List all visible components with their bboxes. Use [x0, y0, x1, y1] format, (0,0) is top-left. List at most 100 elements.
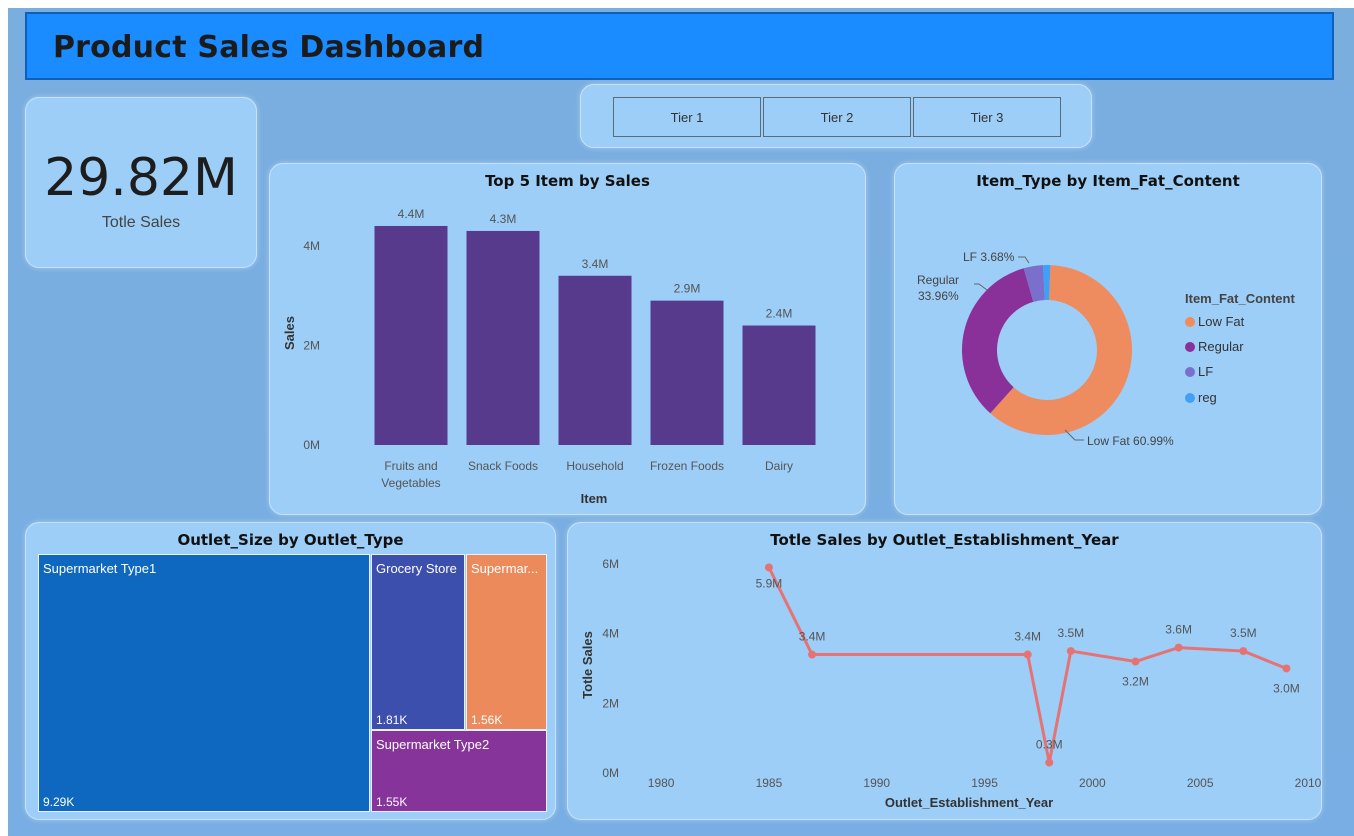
donut-chart	[962, 256, 1132, 441]
treemap-cell-label: Grocery Store	[376, 561, 457, 576]
legend-item-lf[interactable]: LF	[1185, 364, 1213, 379]
kpi-label: Totle Sales	[101, 214, 181, 231]
bar-data-label: 2.4M	[766, 307, 793, 321]
x-tick-label: 2000	[1079, 776, 1106, 790]
data-point	[1023, 650, 1032, 659]
data-point	[764, 563, 773, 572]
treemap-cell-label: Supermarket Type1	[43, 561, 157, 576]
y-axis-title: Totle Sales	[580, 631, 595, 699]
legend-item-regular[interactable]: Regular	[1185, 339, 1244, 354]
treemap-cell-value: 1.81K	[376, 713, 408, 727]
treemap-panel[interactable]: Outlet_Size by Outlet_Type Supermarket T…	[25, 522, 556, 820]
page-title: Product Sales Dashboard	[53, 30, 485, 65]
y-tick-label: 0M	[602, 766, 619, 780]
leader-line	[1064, 429, 1084, 441]
leader-line	[1018, 256, 1030, 264]
treemap-title: Outlet_Size by Outlet_Type	[177, 531, 404, 549]
treemap-cell-value: 1.56K	[471, 713, 503, 727]
treemap-cell-supermarket-type2[interactable]: Supermarket Type2 1.55K	[371, 730, 547, 812]
data-point	[1239, 647, 1248, 656]
point-data-label: 3.5M	[1230, 626, 1257, 640]
data-point	[1131, 657, 1140, 666]
data-point	[1282, 664, 1291, 673]
bar	[466, 230, 540, 445]
legend-item-reg[interactable]: reg	[1185, 390, 1217, 405]
y-tick-label: 0M	[303, 438, 320, 452]
line-chart-panel[interactable]: Totle Sales by Outlet_Establishment_Year…	[567, 522, 1322, 820]
point-data-label: 3.4M	[799, 630, 826, 644]
y-tick-label: 2M	[602, 696, 619, 710]
treemap-cell-supermarket-type3[interactable]: Supermar... 1.56K	[466, 554, 547, 730]
donut-chart-title: Item_Type by Item_Fat_Content	[976, 172, 1240, 190]
donut-legend: Item_Fat_Content Low Fat Regular LF reg	[1185, 291, 1315, 411]
kpi-card[interactable]: 29.82M Totle Sales	[25, 97, 257, 268]
donut-chart-panel[interactable]: Item_Type by Item_Fat_Content LF 3.68% R…	[894, 163, 1322, 515]
series-line	[767, 566, 1287, 765]
x-tick-label: 2010	[1295, 776, 1322, 790]
legend-item-low-fat[interactable]: Low Fat	[1185, 314, 1244, 329]
treemap-cell-value: 1.55K	[376, 795, 408, 809]
line-chart: 0M 2M 4M 6M 1980 1985 1990 1995 2000 2005 2010 Totl…	[580, 557, 1322, 810]
treemap-cell-supermarket-type1[interactable]: Supermarket Type1 9.29K	[38, 554, 370, 812]
bar-chart-panel[interactable]: Top 5 Item by Sales 0M 2M 4M Sales 4.4M Fruit…	[269, 163, 866, 515]
legend-label: LF	[1198, 364, 1214, 379]
x-tick-label: 1990	[863, 776, 890, 790]
header-bar: Product Sales Dashboard	[25, 12, 1334, 80]
y-tick-label: 6M	[602, 557, 619, 571]
slicer-button-tier-1[interactable]: Tier 1	[613, 97, 761, 137]
x-tick-label: 1995	[971, 776, 998, 790]
tier-slicer: Tier 1 Tier 2 Tier 3	[580, 84, 1092, 148]
legend-label: Low Fat	[1198, 314, 1245, 329]
donut-slice	[990, 265, 1132, 435]
point-data-label: 3.2M	[1122, 675, 1149, 689]
slicer-button-tier-2[interactable]: Tier 2	[763, 97, 911, 137]
bar-data-label: 2.9M	[674, 282, 701, 296]
line-chart-title: Totle Sales by Outlet_Establishment_Year	[770, 531, 1119, 549]
x-axis-title: Item	[581, 491, 608, 506]
treemap-cell-value: 9.29K	[43, 795, 75, 809]
data-point	[1174, 643, 1183, 652]
x-tick-label: 1980	[648, 776, 675, 790]
x-tick-label: Household	[566, 459, 623, 473]
data-point	[808, 650, 817, 659]
legend-dot-icon	[1185, 341, 1195, 352]
y-tick-label: 4M	[602, 627, 619, 641]
x-tick-label: Fruits and	[384, 459, 437, 473]
donut-annotation-regular-value: 33.96%	[918, 289, 959, 303]
point-data-label: 3.0M	[1273, 681, 1300, 695]
point-data-label: 3.5M	[1057, 626, 1084, 640]
bar	[374, 225, 448, 445]
bar	[742, 325, 816, 445]
x-tick-label: Vegetables	[381, 476, 440, 490]
bar	[650, 300, 724, 445]
point-data-label: 3.4M	[1014, 630, 1041, 644]
x-tick-label: Dairy	[765, 459, 793, 473]
donut-slice	[1023, 265, 1045, 302]
bar-data-label: 4.4M	[398, 207, 425, 221]
bar-chart-title: Top 5 Item by Sales	[485, 172, 650, 190]
donut-slice	[1043, 265, 1051, 301]
donut-annotation-regular-label: Regular	[917, 273, 960, 287]
y-axis-title: Sales	[282, 316, 297, 350]
legend-label: reg	[1198, 390, 1217, 405]
point-data-label: 0.3M	[1036, 738, 1063, 752]
donut-annotation-lf: LF 3.68%	[963, 250, 1015, 264]
leader-line	[974, 283, 988, 291]
bar-data-label: 3.4M	[582, 257, 609, 271]
data-point	[1045, 758, 1054, 767]
point-data-label: 5.9M	[756, 576, 783, 590]
x-tick-label: 1985	[756, 776, 783, 790]
y-tick-label: 4M	[303, 239, 320, 253]
slicer-button-tier-3[interactable]: Tier 3	[913, 97, 1061, 137]
donut-slice	[962, 268, 1034, 414]
bar	[558, 275, 632, 445]
legend-dot-icon	[1185, 316, 1195, 327]
x-tick-label: Snack Foods	[468, 459, 538, 473]
legend-dot-icon	[1185, 366, 1195, 377]
donut-annotation-lowfat: Low Fat 60.99%	[1087, 434, 1174, 448]
treemap-cell-label: Supermar...	[471, 561, 539, 576]
treemap-cell-label: Supermarket Type2	[376, 737, 490, 752]
data-point	[1066, 647, 1075, 656]
treemap-cell-grocery-store[interactable]: Grocery Store 1.81K	[371, 554, 465, 730]
x-axis-title: Outlet_Establishment_Year	[885, 795, 1053, 810]
